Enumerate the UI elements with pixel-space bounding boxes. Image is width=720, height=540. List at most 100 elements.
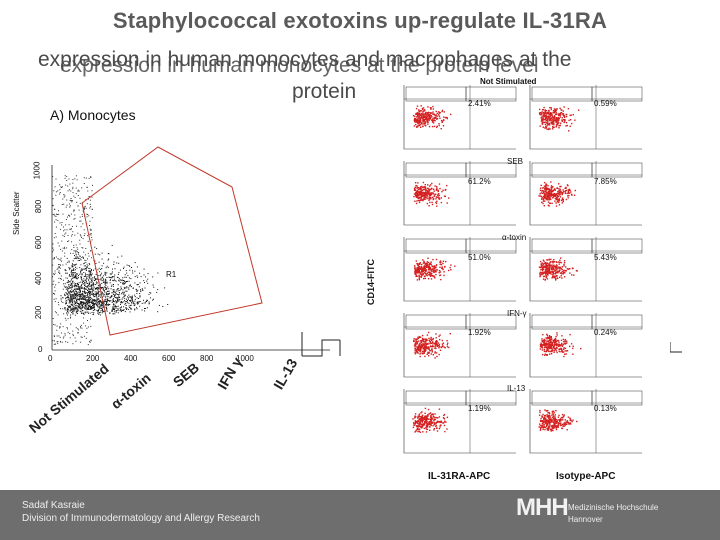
- facs-dot: [569, 333, 571, 336]
- scatter-dot: [101, 272, 103, 274]
- facs-dot: [421, 267, 424, 269]
- scatter-dot: [71, 234, 73, 236]
- facs-dot: [539, 275, 541, 278]
- facs-dot: [429, 341, 431, 343]
- scatter-dot: [64, 309, 66, 311]
- scatter-dot: [93, 283, 95, 285]
- facs-dot: [544, 426, 547, 429]
- scatter-dot: [131, 267, 132, 268]
- facs-dot: [435, 258, 438, 261]
- scatter-dot: [144, 287, 146, 289]
- facs-dot: [545, 276, 547, 279]
- scatter-dot: [74, 234, 76, 236]
- facs-dot: [421, 193, 423, 195]
- scatter-dot: [58, 277, 60, 279]
- facs-dot: [416, 116, 418, 118]
- facs-dot: [572, 347, 574, 350]
- scatter-dot: [79, 220, 81, 222]
- scatter-dot: [55, 194, 57, 196]
- facs-dot: [557, 422, 559, 424]
- facs-dot: [568, 190, 570, 192]
- facs-dot: [418, 424, 420, 426]
- facs-dot: [539, 271, 541, 274]
- facs-dot: [550, 258, 552, 260]
- scatter-dot: [75, 306, 77, 308]
- scatter-dot: [78, 282, 80, 284]
- scatter-dot: [88, 301, 90, 303]
- facs-dot: [429, 118, 432, 120]
- facs-dot: [433, 271, 435, 274]
- scatter-dot: [73, 210, 75, 212]
- facs-dot: [422, 343, 424, 345]
- facs-dot: [572, 114, 574, 116]
- scatter-dot: [93, 313, 94, 315]
- facs-dot: [558, 201, 560, 204]
- facs-dot: [431, 270, 433, 272]
- facs-dot: [547, 120, 549, 122]
- scatter-dot: [107, 259, 109, 261]
- facs-dot: [554, 340, 557, 343]
- scatter-dot: [67, 306, 69, 308]
- scatter-dot: [112, 268, 113, 270]
- facs-dot: [426, 116, 428, 118]
- scatter-dot: [79, 255, 81, 257]
- facs-dot: [554, 421, 556, 423]
- facs-dot: [434, 114, 436, 117]
- facs-dot: [548, 110, 550, 112]
- facs-dot: [414, 189, 417, 192]
- facs-dot: [420, 266, 423, 268]
- facs-dot: [557, 416, 560, 418]
- facs-dot: [415, 274, 417, 276]
- facs-dot: [417, 264, 419, 266]
- scatter-dot: [72, 260, 74, 262]
- scatter-dot: [85, 293, 87, 295]
- scatter-dot: [70, 301, 72, 303]
- facs-dot: [546, 198, 548, 200]
- facs-dot: [551, 267, 553, 269]
- scatter-dot: [123, 266, 125, 268]
- facs-dot: [565, 189, 568, 192]
- facs-dot: [415, 195, 417, 197]
- facs-dot: [417, 119, 420, 122]
- scatter-dot: [53, 343, 55, 345]
- facs-dot: [546, 270, 549, 273]
- facs-dot: [550, 193, 552, 195]
- scatter-dot: [94, 303, 96, 305]
- scatter-dot: [71, 310, 73, 312]
- facs-dot: [435, 421, 438, 424]
- facs-dot: [554, 418, 557, 420]
- scatter-dot: [81, 280, 83, 282]
- facs-dot: [539, 193, 541, 195]
- facs-dot: [434, 270, 437, 272]
- facs-dot: [454, 265, 456, 267]
- facs-dot: [448, 346, 450, 349]
- scatter-dot: [70, 308, 72, 310]
- scatter-dot: [53, 293, 55, 295]
- facs-dot: [421, 274, 423, 276]
- scatter-dot: [112, 313, 114, 315]
- facs-dot: [440, 120, 443, 122]
- facs-dot: [547, 192, 550, 194]
- facs-dot: [545, 337, 547, 339]
- facs-dot: [555, 111, 557, 114]
- facs-dot: [553, 195, 555, 197]
- scatter-dot: [99, 283, 101, 285]
- facs-dot: [539, 108, 541, 111]
- scatter-dot: [58, 267, 60, 269]
- facs-dot: [416, 126, 418, 128]
- scatter-dot: [97, 306, 99, 308]
- scatter-dot: [59, 272, 61, 274]
- scatter-dot: [91, 297, 93, 299]
- scatter-dot: [54, 186, 56, 188]
- facs-dot: [439, 334, 441, 336]
- gate-r1: [81, 146, 263, 336]
- scatter-dot: [103, 302, 105, 304]
- facs-dot: [552, 271, 555, 274]
- scatter-dot: [73, 291, 75, 293]
- facs-dot: [424, 412, 426, 414]
- scatter-dot: [146, 280, 148, 282]
- scatter-dot: [90, 177, 92, 178]
- scatter-dot: [137, 276, 139, 278]
- scatter-dot: [86, 304, 88, 306]
- facs-dot: [420, 199, 422, 201]
